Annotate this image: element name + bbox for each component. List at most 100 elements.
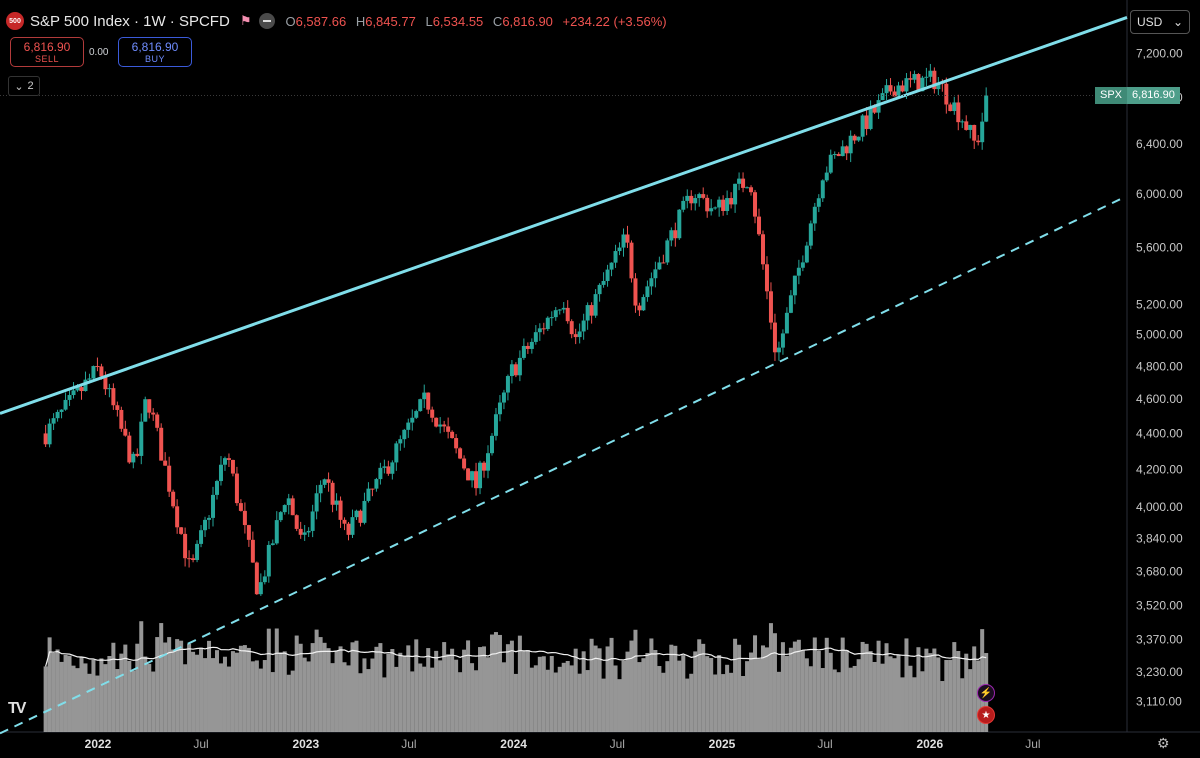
- volume-bar: [91, 659, 96, 732]
- candlesticks: [43, 63, 989, 596]
- volume-bar: [43, 666, 48, 732]
- volume-bar: [964, 653, 969, 732]
- candle: [203, 516, 208, 537]
- candle: [956, 94, 961, 131]
- volume-bar: [199, 647, 204, 732]
- flag-icon[interactable]: ⚑: [239, 13, 252, 28]
- candle: [944, 77, 949, 114]
- volume-bar: [808, 666, 813, 732]
- candle: [123, 420, 128, 437]
- candle: [79, 384, 84, 400]
- volume-bar: [370, 658, 375, 732]
- candle: [402, 428, 407, 448]
- volume-bar: [438, 660, 443, 732]
- candle: [314, 485, 319, 520]
- candle: [916, 73, 921, 92]
- candle: [617, 242, 622, 256]
- collapse-indicators-button[interactable]: ⌄ 2: [8, 76, 40, 96]
- candle: [175, 499, 180, 534]
- price-tick-label: 3,110.00: [1136, 694, 1182, 708]
- volume-bar: [776, 671, 781, 732]
- volume-bar: [191, 651, 196, 732]
- volume-bar: [952, 642, 957, 732]
- volume-bar: [346, 665, 351, 732]
- candle: [505, 374, 510, 401]
- candle: [310, 504, 315, 538]
- volume-bar: [258, 668, 263, 732]
- volume-bar: [864, 643, 869, 732]
- gear-icon[interactable]: ⚙: [1157, 735, 1170, 751]
- volume-bar: [601, 678, 606, 732]
- volume-bar: [768, 623, 773, 732]
- candle: [541, 322, 546, 335]
- volume-bar: [298, 643, 303, 732]
- candle: [625, 225, 630, 248]
- volume-bar: [609, 637, 614, 732]
- price-tick-label: 7,200.00: [1136, 46, 1183, 60]
- candle: [262, 570, 267, 585]
- volume-bar: [434, 650, 439, 732]
- candle: [151, 408, 156, 421]
- open-value: 6,587.66: [295, 13, 347, 29]
- candle: [888, 78, 893, 95]
- close-value: 6,816.90: [502, 13, 553, 29]
- candle: [689, 190, 694, 211]
- volume-bar: [254, 660, 259, 732]
- candle: [390, 460, 395, 480]
- volume-bar: [374, 646, 379, 732]
- candle: [557, 309, 562, 315]
- candle: [370, 488, 375, 497]
- candle: [250, 531, 255, 563]
- time-tick-label: Jul: [817, 737, 832, 751]
- volume-bar: [366, 669, 371, 732]
- candle: [820, 179, 825, 202]
- candle: [410, 409, 415, 431]
- change-value: +234.22 (+3.56%): [562, 13, 667, 29]
- volume-bar: [278, 652, 283, 732]
- candle: [665, 238, 670, 265]
- candle: [784, 307, 789, 334]
- buy-button[interactable]: 6,816.90 BUY: [118, 37, 192, 67]
- time-tick-label: Jul: [610, 737, 625, 751]
- index-logo-icon[interactable]: 500: [6, 12, 24, 30]
- candle: [462, 455, 467, 471]
- volume-bar: [342, 662, 347, 732]
- volume-bar: [928, 653, 933, 732]
- volume-bar: [868, 651, 873, 732]
- volume-bar: [653, 650, 658, 732]
- candle: [378, 462, 383, 485]
- currency-select[interactable]: USD ⌄: [1130, 10, 1190, 34]
- volume-bar: [238, 645, 243, 732]
- volume-bar: [573, 648, 578, 732]
- candle: [745, 186, 750, 189]
- lightning-icon[interactable]: ⚡: [977, 684, 995, 702]
- candle: [896, 81, 901, 98]
- hide-icon[interactable]: [259, 13, 276, 29]
- volume-bar: [79, 657, 84, 732]
- volume-bar: [936, 657, 941, 732]
- candle: [207, 515, 212, 530]
- candle: [366, 482, 371, 503]
- volume-bar: [55, 649, 60, 732]
- volume-bar: [784, 655, 789, 732]
- symbol-title[interactable]: S&P 500 Index · 1W · SPCFD: [30, 12, 230, 30]
- volume-bar: [593, 645, 598, 732]
- volume-bar: [358, 673, 363, 732]
- volume-bar: [621, 660, 626, 732]
- sell-button[interactable]: 6,816.90 SELL: [10, 37, 84, 67]
- candle: [434, 417, 439, 428]
- candle: [374, 477, 379, 492]
- volume-bar: [729, 672, 734, 732]
- price-tick-label: 4,200.00: [1136, 462, 1183, 476]
- volume-bar: [585, 670, 590, 732]
- candle: [442, 420, 447, 433]
- tradingview-logo-icon[interactable]: TV: [8, 700, 27, 717]
- candle: [155, 412, 160, 432]
- volume-bar: [749, 652, 754, 732]
- candle: [844, 145, 849, 161]
- resistance-trendline[interactable]: [0, 16, 1128, 415]
- candle: [569, 319, 574, 339]
- us-flag-icon[interactable]: ★: [977, 706, 995, 724]
- volume-bar: [171, 649, 176, 732]
